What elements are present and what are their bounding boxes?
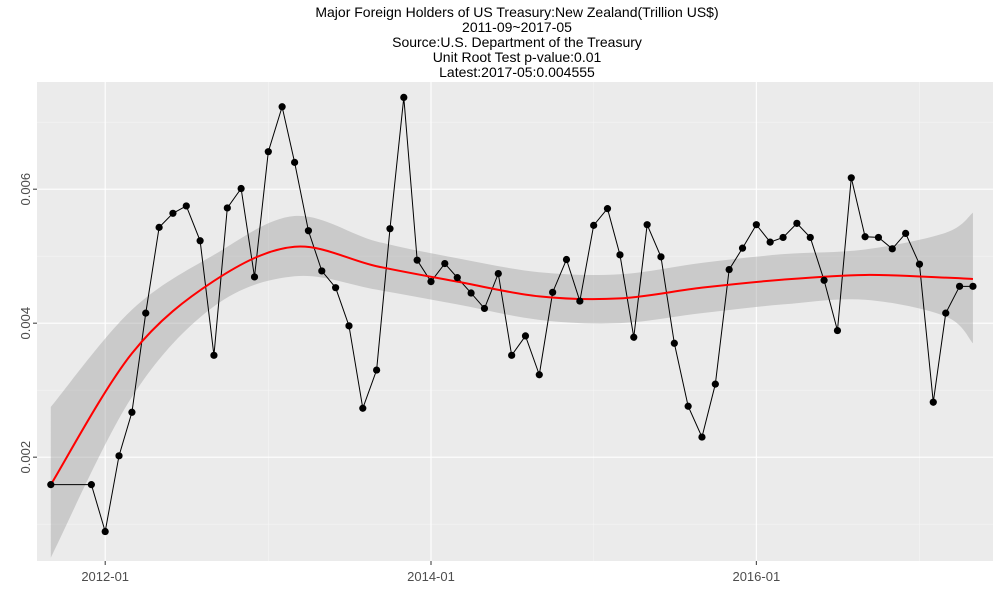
data-point bbox=[915, 260, 924, 268]
data-point bbox=[603, 205, 612, 213]
data-point bbox=[861, 233, 869, 241]
data-point bbox=[278, 103, 286, 111]
data-point bbox=[738, 244, 747, 252]
data-point bbox=[494, 270, 502, 278]
data-point bbox=[250, 273, 259, 281]
data-point bbox=[453, 274, 461, 282]
data-point bbox=[657, 253, 665, 261]
data-point bbox=[101, 527, 109, 536]
data-point bbox=[902, 229, 910, 238]
x-axis: 2012-01 2014-01 2016-01 bbox=[81, 561, 780, 584]
data-point bbox=[441, 259, 449, 268]
data-point bbox=[590, 221, 598, 229]
data-point bbox=[874, 233, 883, 242]
data-point bbox=[752, 221, 760, 229]
data-point bbox=[87, 481, 95, 489]
data-point bbox=[318, 267, 326, 275]
data-point bbox=[467, 289, 475, 297]
data-point bbox=[182, 202, 190, 210]
y-tick-label: 0.002 bbox=[18, 441, 33, 474]
data-point bbox=[670, 339, 678, 347]
data-point bbox=[684, 402, 692, 410]
confidence-band-area bbox=[50, 212, 973, 558]
series bbox=[47, 93, 977, 536]
data-point bbox=[373, 366, 381, 374]
title-line: 2011-09~2017-05 bbox=[462, 19, 572, 35]
data-point bbox=[535, 371, 543, 379]
data-point bbox=[955, 282, 964, 290]
data-point bbox=[115, 452, 123, 460]
data-point bbox=[549, 288, 557, 296]
data-point bbox=[359, 404, 367, 412]
data-point bbox=[793, 219, 801, 227]
data-point bbox=[508, 351, 516, 359]
data-point bbox=[155, 223, 163, 231]
x-tick-label: 2014-01 bbox=[407, 569, 455, 584]
data-point bbox=[47, 481, 55, 489]
trend-line bbox=[49, 245, 973, 486]
data-point bbox=[169, 209, 177, 217]
title-line: Latest:2017-05:0.004555 bbox=[439, 64, 595, 80]
grid bbox=[37, 82, 993, 561]
title-line: Major Foreign Holders of US Treasury:New… bbox=[315, 4, 718, 20]
data-point bbox=[223, 204, 231, 212]
data-point bbox=[400, 93, 408, 102]
data-point bbox=[576, 297, 584, 305]
data-point bbox=[698, 433, 706, 441]
data-point bbox=[413, 256, 421, 264]
data-point bbox=[847, 174, 855, 182]
data-point bbox=[128, 408, 136, 416]
y-tick-label: 0.006 bbox=[18, 173, 33, 206]
data-point bbox=[779, 233, 787, 242]
data-point bbox=[332, 284, 340, 292]
data-point bbox=[237, 184, 245, 193]
title-line: Unit Root Test p-value:0.01 bbox=[433, 49, 602, 65]
data-point bbox=[210, 351, 218, 359]
data-point bbox=[888, 245, 896, 253]
data-point bbox=[643, 221, 651, 229]
data-point bbox=[291, 158, 299, 166]
data-point bbox=[929, 398, 937, 406]
data-point bbox=[766, 238, 774, 246]
data-point bbox=[196, 237, 204, 245]
data-point bbox=[969, 282, 977, 290]
title-line: Source:U.S. Department of the Treasury bbox=[392, 34, 642, 50]
chart-title: Major Foreign Holders of US Treasury:New… bbox=[315, 4, 718, 80]
data-point bbox=[480, 304, 489, 313]
data-point bbox=[711, 380, 719, 388]
data-point bbox=[427, 278, 435, 286]
plot-panel bbox=[37, 82, 993, 561]
x-tick-label: 2016-01 bbox=[732, 569, 780, 584]
x-tick-label: 2012-01 bbox=[81, 569, 129, 584]
data-point bbox=[345, 322, 353, 330]
data-point bbox=[942, 309, 950, 317]
data-point bbox=[725, 265, 733, 274]
data-point bbox=[833, 326, 842, 335]
confidence-band bbox=[50, 212, 973, 558]
data-point bbox=[562, 255, 571, 264]
data-point bbox=[304, 227, 313, 235]
data-point bbox=[806, 233, 814, 242]
data-point bbox=[616, 251, 624, 259]
data-point bbox=[630, 333, 638, 341]
data-point bbox=[264, 148, 272, 156]
data-point bbox=[386, 225, 394, 233]
data-point bbox=[142, 309, 150, 317]
y-tick-label: 0.004 bbox=[18, 307, 33, 340]
y-axis: 0.002 0.004 0.006 bbox=[18, 173, 37, 474]
data-point bbox=[521, 332, 530, 340]
data-point bbox=[820, 276, 828, 284]
